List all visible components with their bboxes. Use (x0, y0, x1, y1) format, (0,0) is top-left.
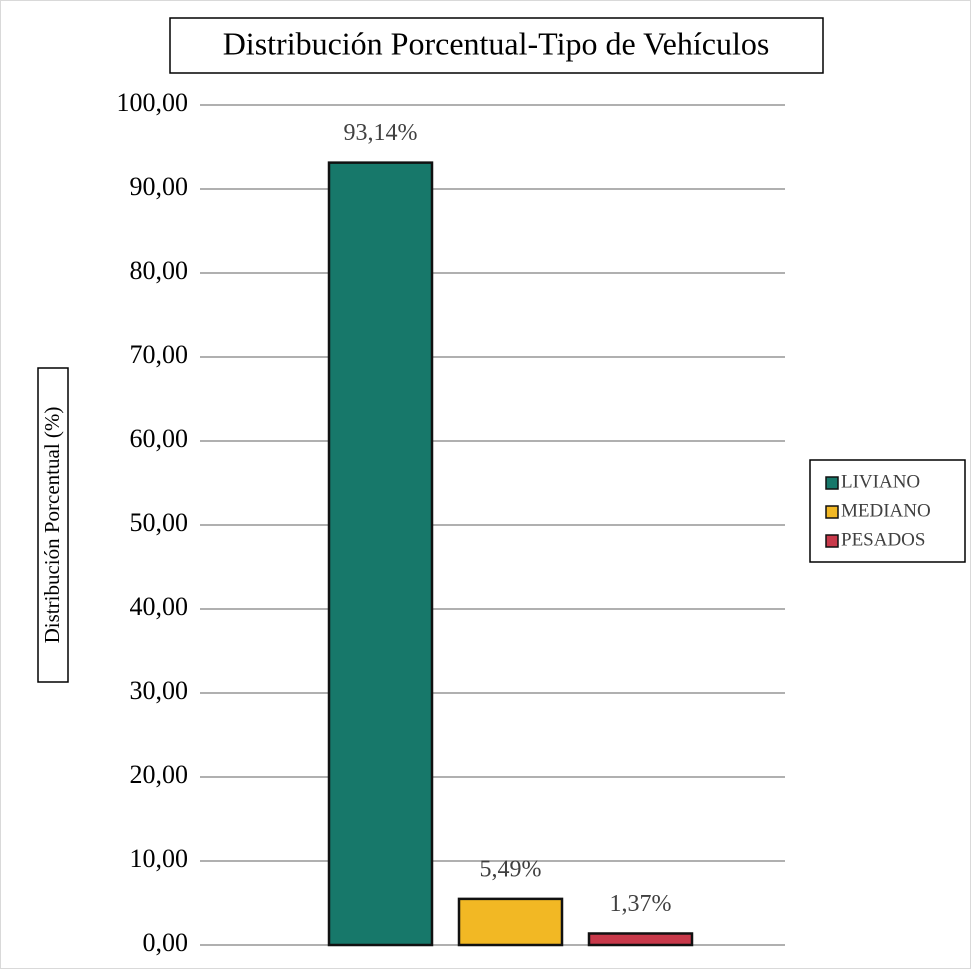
legend-label: MEDIANO (841, 500, 931, 521)
y-label-box (37, 367, 69, 683)
y-tick-label: 80,00 (130, 256, 189, 285)
y-tick-label: 70,00 (130, 340, 189, 369)
title-box (169, 17, 824, 74)
y-tick-label: 10,00 (130, 844, 189, 873)
y-tick-label: 30,00 (130, 676, 189, 705)
y-tick-label: 60,00 (130, 424, 189, 453)
y-tick-label: 100,00 (117, 88, 189, 117)
legend-label: LIVIANO (841, 471, 920, 492)
bar (457, 897, 564, 947)
y-tick-label: 20,00 (130, 760, 189, 789)
bar (327, 161, 434, 947)
data-label: 5,49% (480, 856, 542, 882)
data-label: 1,37% (610, 891, 672, 917)
y-tick-label: 50,00 (130, 508, 189, 537)
chart-title: Distribución Porcentual-Tipo de Vehículo… (223, 25, 770, 61)
y-tick-label: 0,00 (143, 928, 189, 957)
legend-label: PESADOS (841, 529, 925, 550)
data-label: 93,14% (344, 120, 418, 146)
y-tick-label: 40,00 (130, 592, 189, 621)
legend-swatch (825, 534, 839, 548)
legend-swatch (825, 505, 839, 519)
y-tick-label: 90,00 (130, 172, 189, 201)
bar (587, 932, 694, 947)
y-axis-label: Distribución Porcentual (%) (40, 407, 64, 644)
legend-swatch (825, 476, 839, 490)
